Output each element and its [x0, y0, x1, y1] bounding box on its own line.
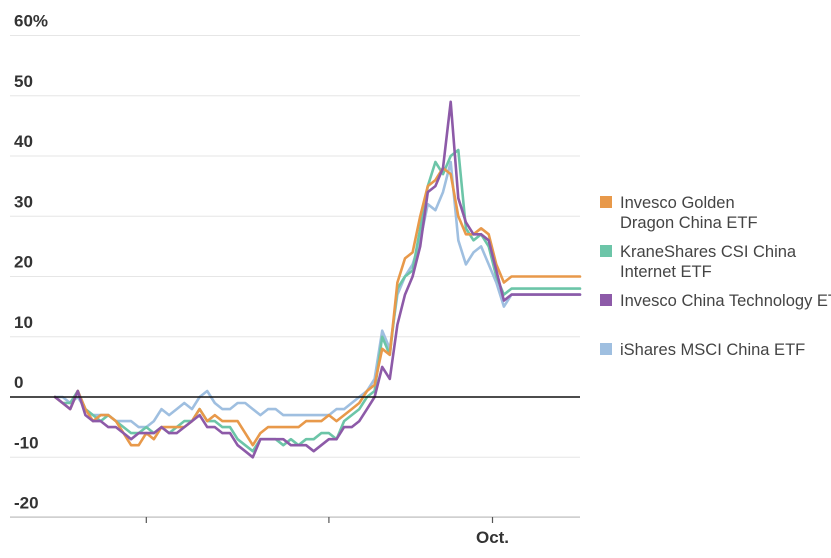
series-lines: [53, 100, 582, 459]
y-tick-label: 40: [14, 132, 33, 151]
series-line-2: [53, 148, 582, 453]
legend-label: KraneShares CSI China Internet ETF: [620, 243, 797, 281]
legend-swatch: [600, 343, 612, 355]
legend-label: Invesco Golden Dragon China ETF: [620, 194, 758, 232]
series-line-3: [53, 100, 582, 459]
x-axis-ticks: Oct.: [145, 517, 509, 547]
x-tick-label: Oct.: [476, 528, 509, 547]
y-axis-tick-labels: -20 -10 0 10 20 30 40 50 60%: [14, 12, 48, 513]
series-line-1: [53, 166, 582, 447]
legend-label: iShares MSCI China ETF: [620, 341, 805, 359]
legend-label: Invesco China Technology ETF: [620, 292, 831, 310]
legend: Invesco Golden Dragon China ETF KraneShare…: [600, 194, 831, 359]
y-tick-label: -10: [14, 433, 39, 452]
y-tick-label: 0: [14, 373, 23, 392]
legend-swatch: [600, 294, 612, 306]
y-tick-label: 60%: [14, 12, 48, 31]
legend-swatch: [600, 196, 612, 208]
y-tick-label: -20: [14, 494, 39, 513]
y-tick-label: 50: [14, 72, 33, 91]
y-tick-label: 20: [14, 253, 33, 272]
legend-swatch: [600, 245, 612, 257]
gridlines: [10, 35, 580, 518]
y-tick-label: 10: [14, 313, 33, 332]
y-tick-label: 30: [14, 192, 33, 211]
series-line-4: [53, 160, 582, 429]
